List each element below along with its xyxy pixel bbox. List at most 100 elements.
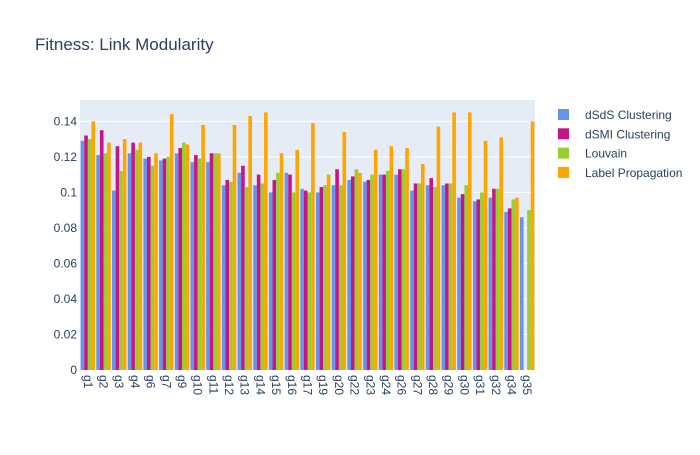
x-tick-label: g13	[238, 375, 252, 395]
bar-dsmi-clustering-g30	[460, 194, 465, 370]
bar-label-propagation-g34	[515, 197, 519, 370]
legend-swatch	[558, 128, 569, 140]
bar-label-propagation-g9	[185, 144, 190, 370]
bar-dsmi-clustering-g12	[225, 179, 230, 370]
x-tick-label: g7	[159, 375, 173, 389]
y-tick-label: 0.02	[54, 327, 78, 341]
bar-dsds-clustering-g13	[237, 172, 242, 370]
x-tick-label: g12	[222, 375, 236, 395]
x-tick-label: g30	[457, 375, 471, 395]
bar-label-propagation-g30	[468, 112, 472, 371]
bar-label-propagation-g29	[452, 112, 456, 371]
bar-label-propagation-g28	[436, 126, 441, 370]
bar-louvain-g20	[338, 185, 343, 370]
bar-dsmi-clustering-g31	[476, 199, 481, 370]
x-tick-label: g17	[301, 375, 315, 395]
bar-dsmi-clustering-g10	[194, 155, 198, 370]
bar-dsds-clustering-g15	[268, 192, 273, 370]
bar-dsds-clustering-g29	[441, 185, 446, 370]
bar-dsmi-clustering-g11	[209, 153, 214, 370]
bar-louvain-g30	[464, 185, 469, 370]
bar-dsmi-clustering-g13	[241, 165, 245, 370]
legend-item[interactable]: Label Propagation	[558, 166, 682, 180]
legend-item[interactable]: dSdS Clustering	[558, 108, 672, 122]
x-tick-label: g35	[520, 375, 534, 395]
bar-label-propagation-g19	[326, 174, 331, 370]
bar-louvain-g13	[244, 187, 249, 370]
bar-dsmi-clustering-g28	[429, 178, 434, 370]
bar-label-propagation-g13	[248, 115, 252, 370]
bar-louvain-g28	[433, 187, 437, 370]
x-tick-label: g23	[363, 375, 377, 395]
bar-label-propagation-g2	[107, 142, 111, 370]
bar-dsmi-clustering-g22	[350, 176, 355, 370]
bar-louvain-g10	[197, 158, 202, 370]
bar-louvain-g15	[276, 172, 280, 370]
bar-dsds-clustering-g23	[363, 181, 367, 370]
bar-dsmi-clustering-g34	[507, 208, 512, 370]
bar-label-propagation-g20	[342, 131, 347, 370]
bar-dsds-clustering-g7	[159, 160, 163, 370]
bar-louvain-g32	[495, 188, 500, 370]
bar-louvain-g6	[150, 165, 155, 370]
x-tick-label: g3	[112, 375, 126, 389]
bar-dsds-clustering-g9	[174, 153, 179, 370]
x-tick-label: g34	[504, 375, 518, 395]
bar-dsds-clustering-g34	[504, 211, 508, 370]
x-tick-label: g32	[489, 375, 503, 395]
legend-item[interactable]: Louvain	[558, 147, 627, 161]
bar-louvain-g22	[354, 169, 359, 370]
legend-swatch	[558, 147, 569, 159]
legend-label: dSMI Clustering	[585, 127, 670, 141]
bar-label-propagation-g3	[122, 139, 127, 370]
x-tick-label: g26	[395, 375, 409, 395]
legend-swatch	[558, 166, 569, 178]
y-tick-label: 0.06	[54, 256, 78, 270]
bar-louvain-g14	[260, 183, 265, 370]
x-tick-label: g19	[316, 375, 330, 395]
bar-louvain-g26	[401, 169, 406, 370]
bar-label-propagation-g12	[232, 124, 237, 370]
x-tick-label: g16	[285, 375, 299, 395]
legend-item[interactable]: dSMI Clustering	[558, 127, 670, 141]
bar-label-propagation-g23	[373, 149, 378, 370]
bar-dsmi-clustering-g26	[398, 169, 402, 370]
bar-dsmi-clustering-g17	[303, 190, 308, 370]
bar-label-propagation-g7	[169, 114, 174, 370]
x-tick-label: g9	[175, 375, 189, 389]
y-tick-label: 0.14	[54, 114, 78, 128]
bar-dsmi-clustering-g19	[319, 187, 324, 370]
bar-dsds-clustering-g12	[221, 185, 226, 370]
bar-label-propagation-g27	[420, 163, 425, 370]
bar-dsmi-clustering-g23	[366, 179, 371, 370]
legend-label: dSdS Clustering	[585, 108, 672, 122]
bar-dsmi-clustering-g1	[84, 135, 88, 370]
legend-label: Louvain	[585, 147, 627, 161]
bar-dsds-clustering-g22	[347, 179, 351, 370]
bar-label-propagation-g11	[216, 153, 221, 370]
bar-label-propagation-g4	[138, 142, 143, 370]
bar-louvain-g12	[229, 181, 233, 370]
bar-dsmi-clustering-g4	[131, 142, 135, 370]
bar-dsmi-clustering-g15	[272, 179, 277, 370]
bar-dsds-clustering-g28	[425, 185, 430, 370]
bar-dsds-clustering-g32	[488, 197, 493, 370]
bar-dsmi-clustering-g24	[382, 174, 386, 370]
legend-label: Label Propagation	[585, 166, 682, 180]
bar-louvain-g7	[166, 156, 170, 370]
bar-dsmi-clustering-g20	[335, 169, 339, 370]
bar-dsds-clustering-g10	[190, 162, 195, 370]
bar-dsmi-clustering-g7	[162, 158, 167, 370]
bar-dsmi-clustering-g6	[146, 156, 151, 370]
bar-dsmi-clustering-g14	[256, 174, 261, 370]
bar-dsds-clustering-g19	[315, 192, 320, 370]
bar-label-propagation-g35	[530, 121, 535, 370]
x-tick-label: g1	[81, 375, 95, 389]
axes: 0 0.02 0.04 0.06 0.08 0.1 0.12 0.14 g1 g2 g3 g4 g6 g7…	[54, 114, 535, 395]
bar-louvain-g4	[134, 149, 139, 370]
legend: dSdS Clustering dSMI Clustering Louvain Lab…	[558, 108, 682, 180]
chart-title: Fitness: Link Modularity	[35, 35, 214, 54]
x-tick-label: g14	[253, 375, 267, 395]
bar-dsds-clustering-g35	[519, 217, 524, 370]
